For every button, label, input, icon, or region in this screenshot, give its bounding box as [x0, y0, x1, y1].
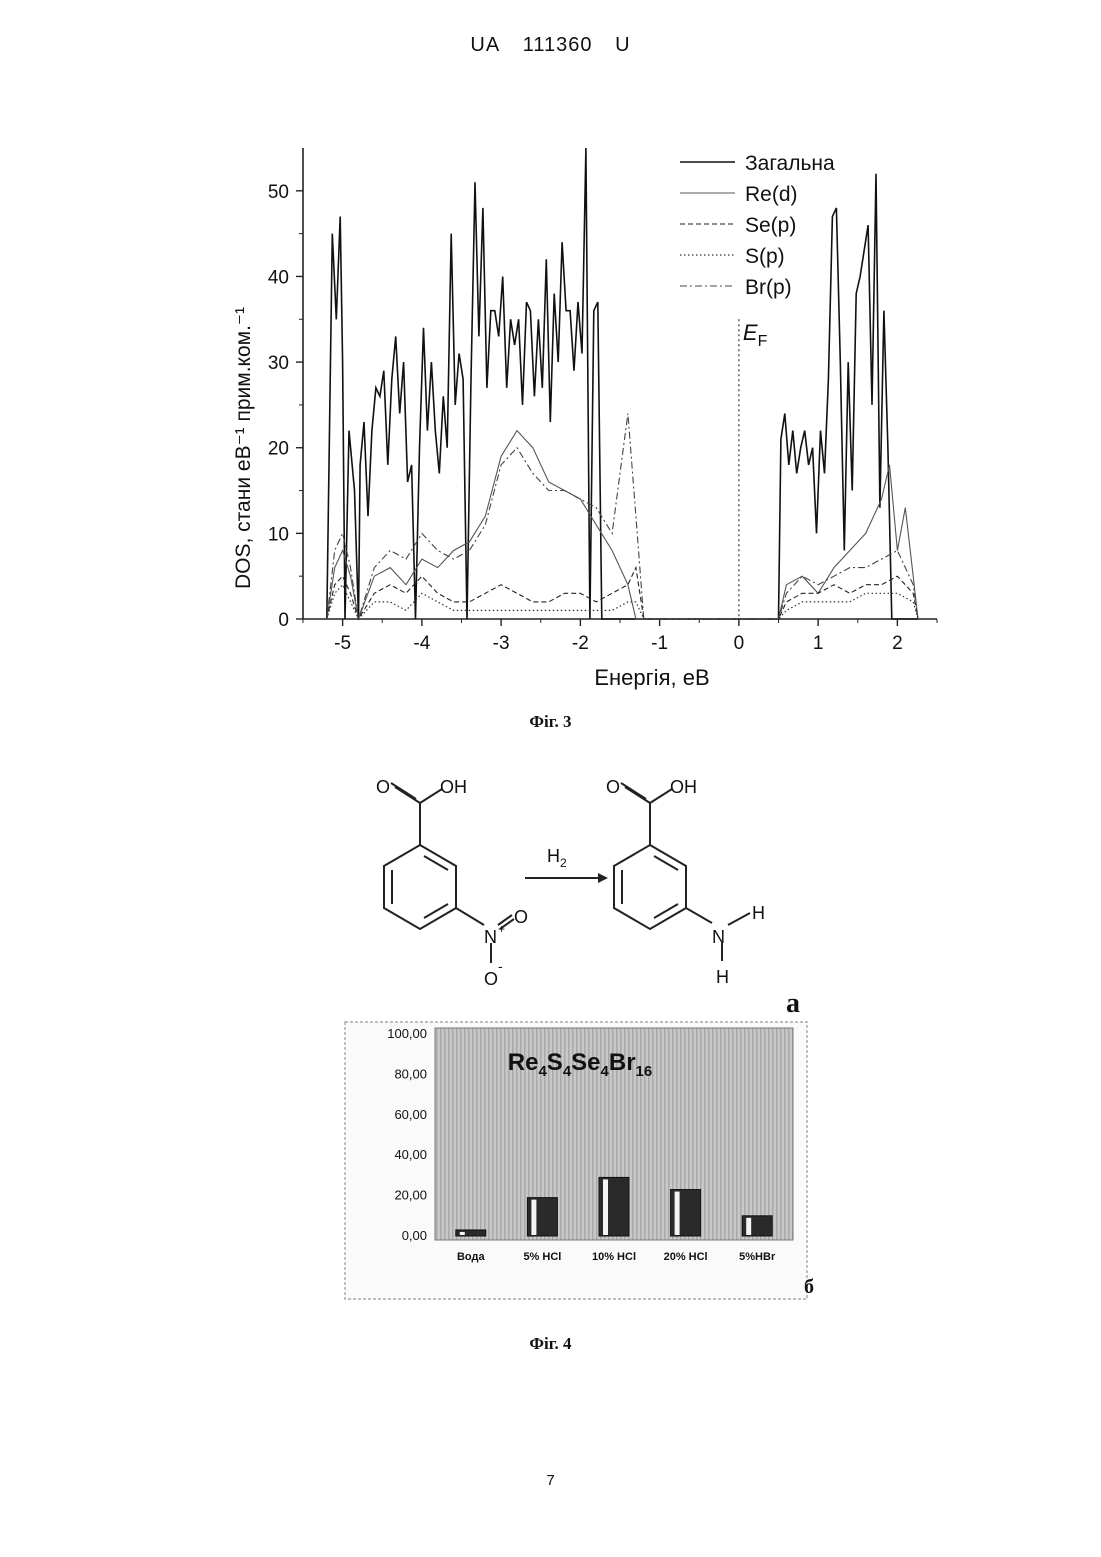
fig4-y-tick-label: 100,00	[387, 1026, 427, 1041]
fig3-y-tick-label: 10	[268, 524, 289, 545]
fig4-y-tick-label: 80,00	[394, 1066, 427, 1081]
patent-number: 111360	[523, 34, 593, 56]
right-acid-oxygen: O	[606, 777, 620, 797]
fig3-x-tick-label: -3	[493, 633, 510, 654]
patent-kind: U	[615, 34, 630, 56]
bar-highlight	[675, 1192, 680, 1235]
bar-5-hbr	[742, 1216, 772, 1236]
fig3-x-tick-label: -2	[572, 633, 589, 654]
fig4-category-label: 10% HCl	[592, 1251, 636, 1263]
panel-label-a: а	[786, 988, 800, 1020]
bar-highlight	[460, 1232, 465, 1235]
fig4-y-tick-label: 0,00	[402, 1228, 427, 1243]
fig3-dos-chart: 0 10 20 30 40 50 -5 -4 -3 -2 -1 0 1 2 Загальна Re(d) Se…	[200, 130, 960, 700]
fig4-y-tick-label: 60,00	[394, 1107, 427, 1122]
series-line-загальна	[327, 148, 918, 619]
amine-hydrogen-2: H	[716, 967, 729, 987]
legend-label-s-p: S(p)	[745, 245, 785, 268]
fig3-x-axis-label: Енергія, еВ	[594, 665, 709, 690]
fig3-x-tick-label: -5	[334, 633, 351, 654]
fig3-x-tick-label: 0	[734, 633, 745, 654]
fig3-x-tick-label: -1	[651, 633, 668, 654]
fig3-y-tick-label: 40	[268, 267, 289, 288]
patent-header: UA 111360 U	[0, 34, 1101, 57]
legend-label-загальна: Загальна	[745, 152, 835, 175]
fig4-category-label: 5% HCl	[523, 1251, 561, 1263]
amine-nitrogen: N	[712, 927, 725, 947]
fig4-y-tick-label: 20,00	[394, 1188, 427, 1203]
right-acid-hydroxyl: OH	[670, 777, 697, 797]
fig4-category-label: 5%HBr	[739, 1251, 776, 1263]
legend-label-br-p: Br(p)	[745, 276, 792, 299]
fig3-y-tick-label: 0	[278, 610, 289, 631]
fig4-reaction-scheme: O OH N + O O - H2 O OH N H H	[350, 765, 810, 1015]
bar-highlight	[531, 1200, 536, 1235]
legend-label-re-d: Re(d)	[745, 183, 798, 206]
nitro-nitrogen: N	[484, 927, 497, 947]
fig3-y-tick-label: 50	[268, 182, 289, 203]
bar-highlight	[746, 1218, 751, 1235]
bar-5-hcl	[527, 1198, 557, 1236]
fig4-category-label: 20% HCl	[664, 1251, 708, 1263]
fig3-y-axis-label: DOS, стани еВ⁻¹ прим.ком.⁻¹	[232, 307, 255, 589]
legend-label-se-p: Se(p)	[745, 214, 796, 237]
fig3-y-tick-label: 30	[268, 353, 289, 374]
page-number: 7	[0, 1472, 1101, 1489]
nitro-oxygen-charge: -	[498, 958, 503, 974]
right-benzene-ring	[614, 845, 686, 929]
fig4-bar-chart: Re4S4Se4Br16 0,00 20,00 40,00 60,00 80,00 100…	[340, 1018, 810, 1303]
nitro-oxygen-double: O	[514, 907, 528, 927]
nitro-nitrogen-charge: +	[498, 922, 505, 936]
bar-highlight	[603, 1179, 608, 1235]
fig4-caption: Фіг. 4	[0, 1334, 1101, 1354]
fermi-label: EF	[743, 320, 768, 350]
fig3-x-tick-label: 2	[892, 633, 903, 654]
patent-country: UA	[470, 34, 500, 56]
left-benzene-ring	[384, 845, 456, 929]
left-acid-hydroxyl: OH	[440, 777, 467, 797]
fig3-x-tick-label: 1	[813, 633, 824, 654]
reaction-arrow-head	[598, 873, 608, 883]
fig3-y-tick-label: 20	[268, 439, 289, 460]
fig4-chart-title: Re4S4Se4Br16	[508, 1049, 652, 1080]
fig3-legend: Загальна Re(d) Se(p) S(p) Br(p)	[680, 152, 835, 299]
fig4-y-tick-label: 40,00	[394, 1147, 427, 1162]
left-acid-oxygen: O	[376, 777, 390, 797]
bar-10-hcl	[599, 1177, 629, 1236]
reagent-label: H2	[547, 846, 567, 870]
fermi-level-marker: EF	[739, 319, 768, 619]
fig4-category-label: Вода	[457, 1251, 486, 1263]
panel-label-b: б	[804, 1276, 814, 1299]
fig3-caption: Фіг. 3	[0, 712, 1101, 732]
fig3-x-tick-label: -4	[413, 633, 430, 654]
amine-hydrogen-1: H	[752, 903, 765, 923]
bar-вода	[456, 1230, 486, 1236]
nitro-oxygen-single: O	[484, 969, 498, 989]
fig3-series-group	[327, 148, 918, 619]
bar-20-hcl	[671, 1190, 701, 1236]
